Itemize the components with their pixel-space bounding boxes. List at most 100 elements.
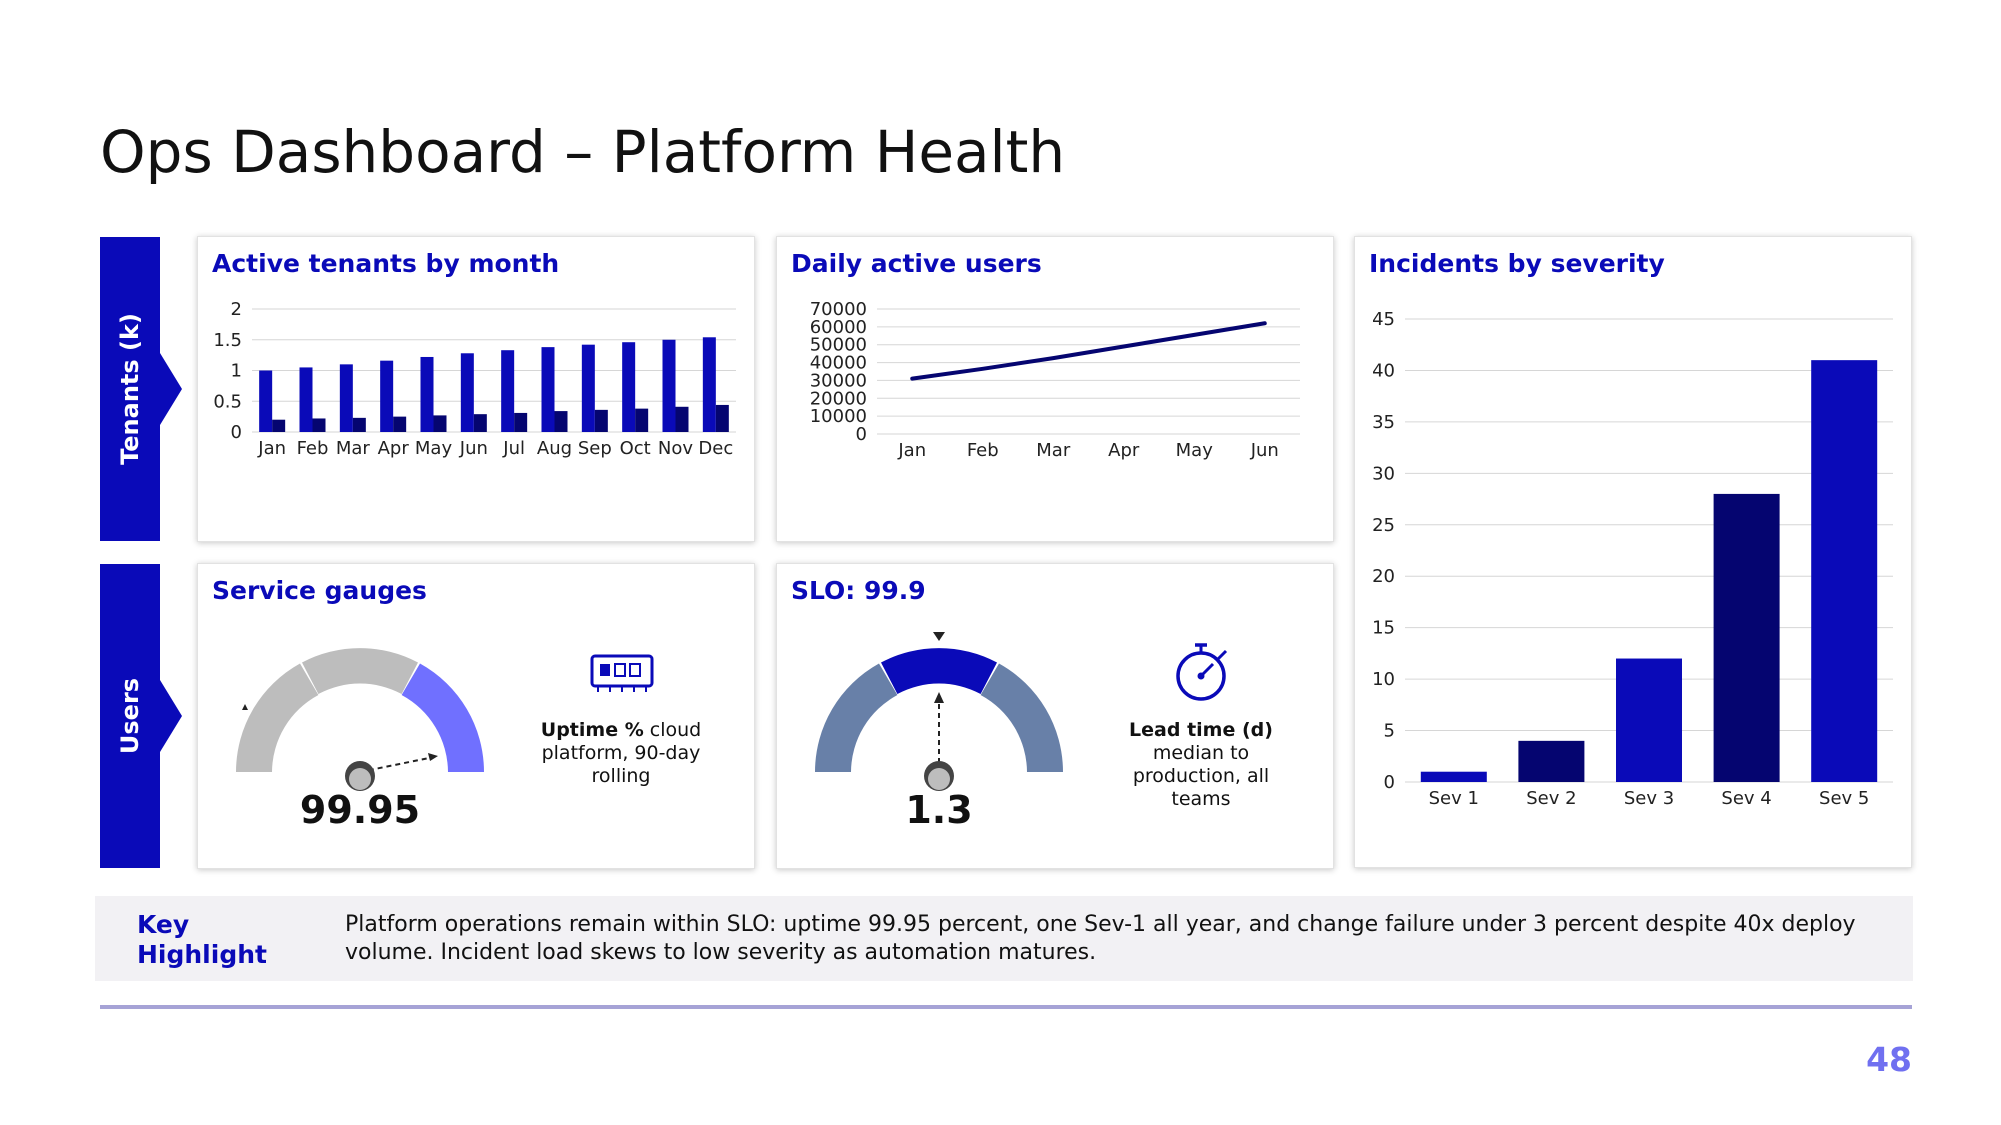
bar-series-1 <box>622 342 636 432</box>
bar-series-1 <box>581 344 595 432</box>
side-tab-tenants: Tenants (k) <box>100 237 182 541</box>
bar-series-1 <box>541 347 555 432</box>
y-tick-label: 45 <box>1372 309 1395 330</box>
line-point <box>1051 356 1055 360</box>
gauge-segment-2 <box>881 648 997 694</box>
x-tick-label: Apr <box>378 438 410 459</box>
key-highlight-text: Platform operations remain within SLO: u… <box>345 912 1856 965</box>
page-title: Ops Dashboard – Platform Health <box>100 118 1066 186</box>
lead-time-value: 1.3 <box>905 788 973 832</box>
bar-series-1 <box>299 367 313 432</box>
bar-series-1 <box>501 350 515 432</box>
x-tick-label: Jan <box>257 438 286 459</box>
x-tick-label: Feb <box>297 438 329 459</box>
bar-series-2 <box>473 414 487 432</box>
x-tick-label: Feb <box>967 440 999 461</box>
y-tick-label: 10000 <box>810 406 867 427</box>
incidents-bar-chart: 0 5 10 15 20 25 30 35 40 45 Sev 1 Sev 2 Sev 3 Sev 4 Se… <box>1372 309 1893 809</box>
y-tick-label: 60000 <box>810 317 867 338</box>
bar-series-2 <box>554 411 568 432</box>
x-tick-label: Sev 1 <box>1429 788 1479 809</box>
bar-series-1 <box>702 337 716 432</box>
bar-series-2 <box>352 417 366 432</box>
y-tick-label: 50000 <box>810 335 867 356</box>
y-tick-label: 70000 <box>810 299 867 320</box>
bar-series-1 <box>460 353 474 432</box>
dau-chart-title: Daily active users <box>791 249 1042 278</box>
y-tick-label: 5 <box>1384 721 1395 742</box>
uptime-value: 99.95 <box>299 788 421 832</box>
x-tick-label: Jul <box>502 438 525 459</box>
gauge-segment-1 <box>236 663 319 772</box>
slo-title: SLO: 99.9 <box>791 576 926 605</box>
gauge-marker-icon <box>933 632 945 641</box>
gauge-hub-inner <box>349 768 371 790</box>
incidents-chart-card: 0 5 10 15 20 25 30 35 40 45 Sev 1 Sev 2 Sev 3 Sev 4 Se… <box>1354 236 1912 868</box>
x-tick-label: Mar <box>336 438 371 459</box>
y-tick-label: 20 <box>1372 566 1395 587</box>
bar <box>1518 740 1585 782</box>
gauge-marker-icon <box>242 704 248 710</box>
stopwatch-icon <box>1176 643 1228 701</box>
chevron-right-icon <box>160 680 182 752</box>
x-tick-label: Sep <box>578 438 612 459</box>
uptime-caption-rest: cloud platform, 90-day rolling <box>541 719 702 787</box>
bar <box>1616 658 1682 782</box>
bar-series-2 <box>393 416 407 432</box>
side-tab-label: Tenants (k) <box>116 313 144 465</box>
gauge-segment-3 <box>401 663 484 772</box>
bar-series-2 <box>514 412 528 432</box>
y-tick-label: 0 <box>231 422 242 443</box>
bar-series-2 <box>594 409 608 432</box>
bar <box>1811 360 1878 782</box>
bar-series-2 <box>635 408 649 432</box>
y-tick-label: 40000 <box>810 353 867 374</box>
tenants-bar-chart: 0 0.5 1 1.5 2 Jan Feb Mar Apr May Jun Jul Aug Sep Oct N… <box>213 299 736 459</box>
tenants-chart-title: Active tenants by month <box>212 249 560 278</box>
lead-time-caption: Lead time (d) median to production, all t… <box>1106 719 1296 811</box>
lead-time-gauge <box>815 632 1228 791</box>
key-highlight-label: Key Highlight <box>137 910 267 969</box>
x-tick-label: Jan <box>897 440 926 461</box>
y-tick-label: 40 <box>1372 360 1395 381</box>
slo-card: SLO: 99.9 1.3 Lead time (d) median to pro… <box>776 563 1334 869</box>
service-gauges-title: Service gauges <box>212 576 427 605</box>
x-tick-label: Nov <box>658 438 693 459</box>
bar-series-1 <box>662 339 676 432</box>
y-tick-label: 30 <box>1372 463 1395 484</box>
gauge-segment-2 <box>302 648 418 694</box>
x-tick-label: Sev 2 <box>1526 788 1576 809</box>
gauge-segment-1 <box>815 663 898 772</box>
y-tick-label: 15 <box>1372 618 1395 639</box>
y-tick-label: 2 <box>231 299 242 320</box>
page-number: 48 <box>1866 1040 1912 1079</box>
needle-arrow-icon <box>934 692 944 703</box>
x-tick-label: Oct <box>620 438 651 459</box>
bar-series-1 <box>339 364 353 432</box>
x-tick-label: Jun <box>1250 440 1279 461</box>
bar-series-2 <box>675 406 689 432</box>
bar <box>1713 493 1780 782</box>
bar <box>1420 771 1487 782</box>
x-tick-label: Sev 5 <box>1819 788 1869 809</box>
x-tick-label: Apr <box>1108 440 1140 461</box>
footer-divider <box>100 1005 1912 1009</box>
key-highlight-box: Key Highlight Platform operations remain… <box>95 896 1913 981</box>
x-tick-label: Aug <box>537 438 572 459</box>
x-tick-label: May <box>1176 440 1214 461</box>
side-tab-users: Users <box>100 564 182 868</box>
uptime-caption: Uptime % cloud platform, 90-day rolling <box>526 719 716 788</box>
chevron-right-icon <box>160 353 182 425</box>
x-tick-label: Mar <box>1036 440 1071 461</box>
needle-arrow-icon <box>428 753 438 761</box>
y-tick-label: 1 <box>231 361 242 382</box>
tenants-chart-card: 0 0.5 1 1.5 2 Jan Feb Mar Apr May Jun Jul Aug Sep Oct N… <box>197 236 755 542</box>
bar-series-2 <box>272 419 286 432</box>
uptime-caption-bold: Uptime % <box>540 719 644 741</box>
lead-time-caption-rest: median to production, all teams <box>1132 742 1270 810</box>
y-tick-label: 25 <box>1372 515 1395 536</box>
bar-series-2 <box>312 418 326 432</box>
gauge-segment-3 <box>980 663 1063 772</box>
line-point <box>910 377 914 381</box>
